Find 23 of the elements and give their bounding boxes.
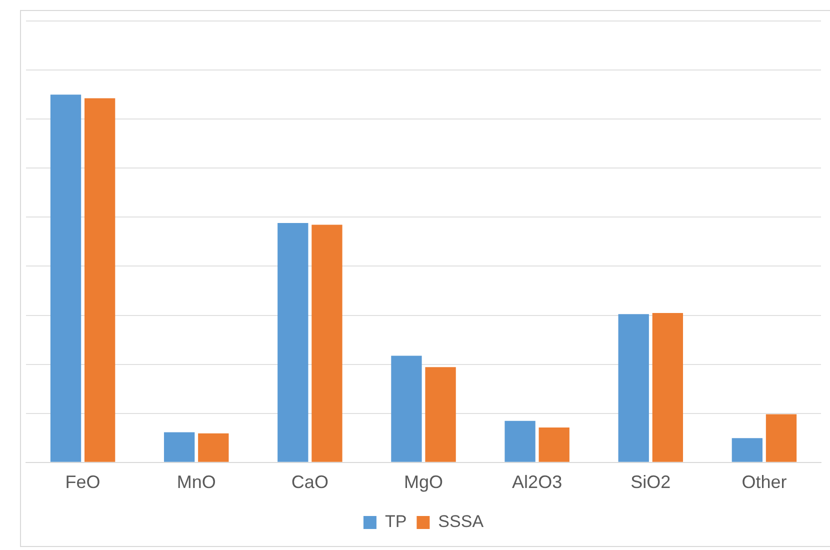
bar — [50, 94, 82, 462]
bar — [164, 432, 195, 462]
bar — [504, 420, 536, 462]
bar — [538, 427, 570, 462]
x-tick-label: MgO — [404, 472, 444, 492]
bar — [198, 433, 229, 462]
legend-label: SSSA — [438, 512, 484, 532]
x-tick-label: MnO — [176, 472, 216, 492]
x-tick-label: CaO — [291, 472, 328, 492]
legend-label: TP — [384, 512, 407, 532]
bar — [84, 98, 116, 462]
bar — [618, 314, 649, 462]
x-tick-label: FeO — [65, 472, 100, 492]
bar — [312, 224, 342, 462]
bar — [278, 222, 308, 462]
bar — [391, 356, 422, 462]
x-tick-label: SiO2 — [630, 472, 671, 492]
bar — [732, 438, 763, 462]
x-tick-label: Other — [742, 472, 787, 492]
x-tick-label: Al2O3 — [512, 472, 562, 492]
bar — [652, 313, 684, 462]
bar — [425, 367, 456, 462]
bar — [766, 414, 797, 462]
